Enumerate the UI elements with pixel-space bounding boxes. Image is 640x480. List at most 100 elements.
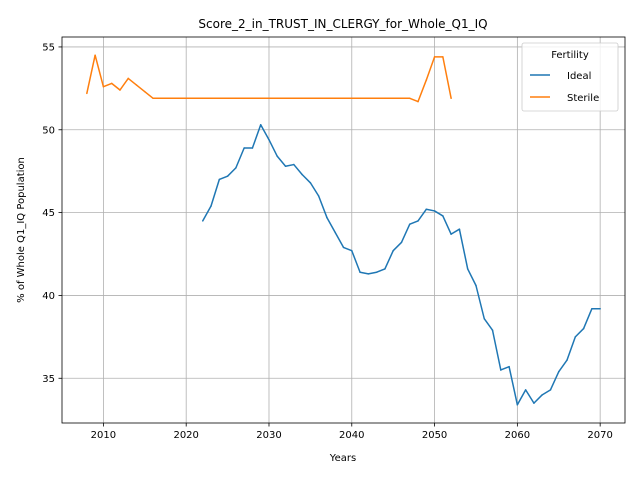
data-point-ideal bbox=[475, 284, 477, 287]
data-point-ideal bbox=[276, 155, 279, 158]
data-point-ideal bbox=[591, 307, 593, 310]
data-point-sterile bbox=[268, 97, 270, 100]
data-point-sterile bbox=[317, 97, 320, 100]
data-point-sterile bbox=[152, 97, 154, 100]
series-layer bbox=[86, 54, 601, 406]
data-point-sterile bbox=[284, 97, 287, 100]
y-tick-label: 45 bbox=[42, 208, 55, 219]
data-point-ideal bbox=[218, 178, 221, 181]
data-point-sterile bbox=[276, 97, 279, 100]
x-tick-label: 2010 bbox=[91, 430, 116, 441]
data-point-sterile bbox=[375, 97, 378, 100]
data-point-sterile bbox=[235, 97, 237, 100]
data-point-sterile bbox=[110, 82, 113, 85]
chart-title: Score_2_in_TRUST_IN_CLERGY_for_Whole_Q1_… bbox=[198, 17, 487, 31]
legend: Fertility Ideal Sterile bbox=[521, 42, 619, 112]
x-axis-label: Years bbox=[329, 453, 356, 464]
legend-label-ideal: Ideal bbox=[567, 71, 591, 82]
x-tick-label: 2050 bbox=[422, 430, 447, 441]
data-point-sterile bbox=[442, 56, 444, 58]
x-tick-label: 2030 bbox=[256, 430, 281, 441]
x-tick-label: 2060 bbox=[505, 430, 530, 441]
data-point-ideal bbox=[334, 231, 336, 234]
y-axis-label: % of Whole Q1_IQ Population bbox=[16, 157, 27, 303]
data-point-ideal bbox=[375, 271, 378, 273]
data-point-ideal bbox=[433, 210, 436, 212]
data-point-sterile bbox=[119, 89, 121, 91]
data-point-ideal bbox=[408, 223, 411, 225]
data-point-sterile bbox=[392, 97, 394, 100]
data-point-sterile bbox=[177, 97, 179, 100]
data-point-sterile bbox=[408, 97, 411, 100]
data-point-sterile bbox=[334, 97, 336, 100]
data-point-ideal bbox=[417, 220, 419, 222]
y-tick-label: 50 bbox=[42, 125, 55, 136]
data-point-sterile bbox=[160, 97, 163, 100]
data-point-ideal bbox=[533, 402, 535, 404]
data-point-ideal bbox=[342, 246, 345, 249]
data-point-ideal bbox=[524, 389, 527, 391]
data-point-ideal bbox=[466, 268, 469, 270]
data-point-ideal bbox=[293, 163, 295, 166]
y-tick-label: 35 bbox=[42, 374, 55, 385]
data-point-ideal bbox=[359, 271, 361, 273]
data-point-ideal bbox=[243, 147, 245, 149]
data-point-sterile bbox=[309, 97, 312, 100]
data-point-ideal bbox=[508, 365, 510, 368]
data-point-ideal bbox=[259, 124, 262, 126]
legend-title: Fertility bbox=[551, 50, 589, 61]
data-point-ideal bbox=[235, 167, 237, 169]
y-tick-label: 55 bbox=[42, 42, 55, 53]
tick-layer: 2010 2020 2030 2040 2050 2060 2070 35 40 45 50 55 bbox=[42, 42, 613, 441]
data-point-ideal bbox=[599, 307, 601, 310]
data-point-sterile bbox=[367, 97, 370, 100]
y-tick-label: 40 bbox=[42, 291, 55, 302]
data-point-sterile bbox=[210, 97, 212, 100]
data-point-sterile bbox=[384, 97, 386, 100]
data-point-ideal bbox=[574, 336, 577, 338]
data-point-sterile bbox=[185, 97, 187, 100]
data-point-ideal bbox=[251, 147, 254, 149]
data-point-ideal bbox=[202, 220, 204, 222]
x-tick-label: 2040 bbox=[339, 430, 364, 441]
x-tick-label: 2020 bbox=[173, 430, 198, 441]
data-point-sterile bbox=[226, 97, 229, 100]
data-point-ideal bbox=[392, 249, 394, 252]
data-point-sterile bbox=[135, 84, 138, 86]
data-point-sterile bbox=[202, 97, 204, 100]
data-point-sterile bbox=[326, 97, 328, 100]
data-point-ideal bbox=[582, 327, 585, 330]
grid-layer bbox=[62, 37, 625, 423]
data-point-ideal bbox=[450, 233, 452, 235]
data-point-sterile bbox=[293, 97, 295, 100]
data-point-ideal bbox=[351, 249, 353, 252]
data-point-sterile bbox=[433, 56, 436, 58]
data-point-sterile bbox=[243, 97, 245, 100]
data-point-sterile bbox=[301, 97, 303, 100]
data-point-sterile bbox=[417, 100, 419, 103]
plot-frame bbox=[61, 36, 626, 424]
data-point-sterile bbox=[351, 97, 353, 100]
data-point-ideal bbox=[558, 370, 560, 373]
data-point-ideal bbox=[491, 329, 494, 331]
data-point-ideal bbox=[210, 205, 212, 207]
data-point-ideal bbox=[367, 273, 370, 275]
data-point-ideal bbox=[458, 228, 461, 230]
data-point-ideal bbox=[425, 208, 428, 211]
data-point-ideal bbox=[309, 182, 312, 184]
data-point-ideal bbox=[284, 165, 287, 167]
data-point-ideal bbox=[384, 268, 386, 270]
data-point-sterile bbox=[450, 97, 452, 100]
data-point-sterile bbox=[193, 97, 196, 100]
data-point-ideal bbox=[549, 389, 552, 391]
data-point-sterile bbox=[127, 77, 129, 80]
data-point-sterile bbox=[400, 97, 403, 100]
x-tick-label: 2070 bbox=[587, 430, 612, 441]
data-point-sterile bbox=[251, 97, 254, 100]
legend-box bbox=[521, 42, 619, 112]
data-point-ideal bbox=[268, 138, 270, 141]
data-point-sterile bbox=[144, 90, 146, 93]
data-point-ideal bbox=[500, 369, 502, 371]
data-point-sterile bbox=[359, 97, 361, 100]
